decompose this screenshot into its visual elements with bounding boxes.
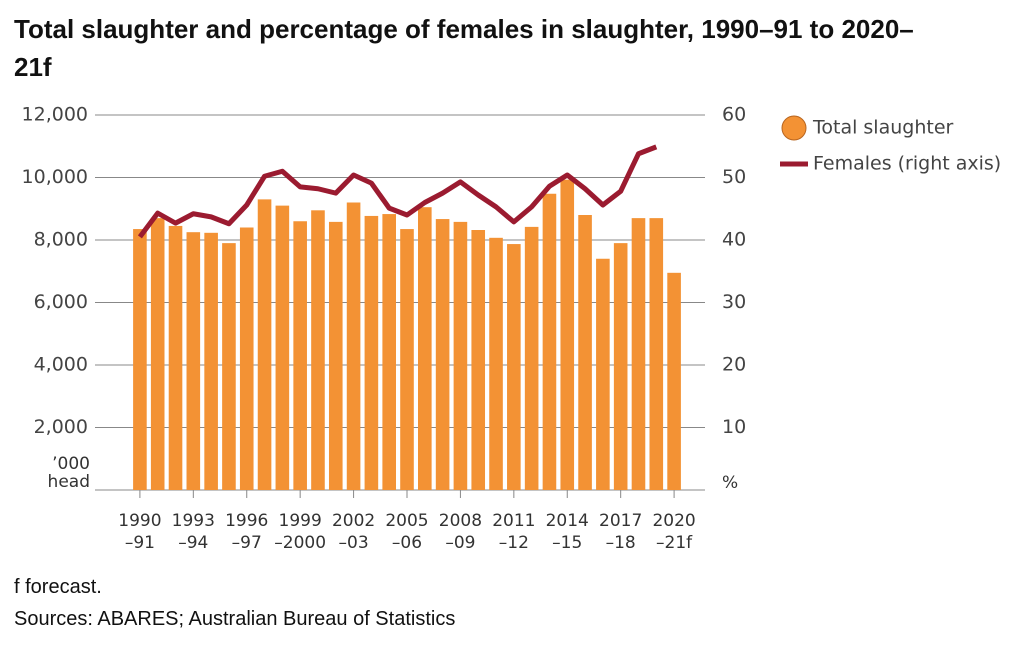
bar [275, 205, 290, 490]
y2-tick-label: 30 [722, 291, 746, 313]
legend-label: Females (right axis) [813, 153, 1001, 175]
y2-axis-unit: % [722, 473, 739, 493]
y-tick-label: 12,000 [22, 104, 88, 126]
bar [328, 221, 343, 490]
x-tick-label: 1990 –91 [118, 511, 162, 553]
y2-tick-label: 50 [722, 166, 746, 188]
x-tick-label: 2014 –15 [545, 511, 589, 553]
bar [400, 229, 414, 490]
x-tick-label: 1996 –97 [225, 511, 269, 553]
legend-label: Total slaughter [812, 117, 954, 139]
bar [435, 219, 450, 490]
x-tick-label: 2002 –03 [331, 511, 376, 553]
bar [578, 215, 592, 490]
bar [596, 258, 610, 490]
y-tick-label: 6,000 [34, 291, 88, 313]
x-tick-label: 1999 –2000 [274, 511, 327, 553]
bar [649, 218, 664, 490]
chart-title: Total slaughter and percentage of female… [14, 14, 914, 82]
bar [453, 221, 468, 490]
y2-tick-label: 40 [722, 229, 746, 251]
bar [418, 207, 432, 490]
bar [542, 193, 557, 490]
bar [507, 244, 521, 490]
bar [311, 210, 325, 490]
bar [222, 243, 236, 490]
y-axis-unit: ’000 head [47, 454, 90, 492]
bar [524, 226, 539, 490]
bar [667, 272, 681, 490]
y-tick-label: 2,000 [34, 416, 88, 438]
x-tick-label: 2020 –21f [652, 511, 696, 553]
footnote: f forecast. [14, 576, 102, 598]
line-series [137, 144, 658, 239]
x-tick-label: 2008 –09 [438, 511, 483, 553]
bar [364, 215, 379, 490]
bar [471, 230, 486, 490]
bar [346, 202, 361, 490]
bar [239, 227, 254, 490]
bar [382, 214, 396, 490]
source: Sources: ABARES; Australian Bureau of St… [14, 608, 456, 630]
bar [186, 232, 201, 490]
bar [133, 229, 147, 490]
bar [489, 237, 503, 490]
bar [560, 179, 575, 490]
y-tick-label: 8,000 [34, 229, 88, 251]
bar [257, 199, 272, 490]
x-tick-label: 1993 –94 [171, 511, 215, 553]
y2-tick-label: 20 [722, 354, 746, 376]
bar [631, 218, 646, 490]
legend-swatch [781, 115, 807, 141]
y-tick-label: 4,000 [34, 354, 88, 376]
bar [204, 232, 218, 490]
bar [168, 225, 183, 490]
bar [150, 218, 165, 490]
y-tick-label: 10,000 [22, 166, 88, 188]
x-tick-label: 2011 –12 [492, 511, 536, 553]
y2-tick-label: 10 [722, 416, 746, 438]
bar [293, 221, 307, 490]
y2-tick-label: 60 [722, 104, 746, 126]
x-tick-label: 2005 –06 [385, 511, 429, 553]
bar [613, 243, 628, 490]
x-tick-label: 2017 –18 [599, 511, 643, 553]
